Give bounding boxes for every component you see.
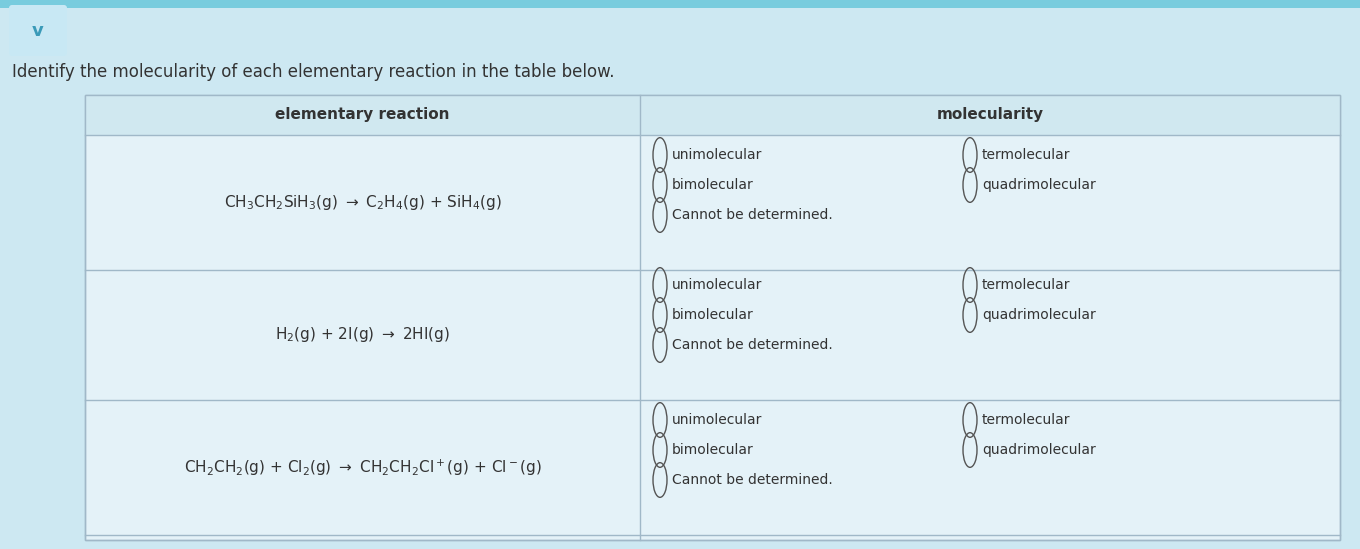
Text: quadrimolecular: quadrimolecular (982, 178, 1096, 192)
Text: quadrimolecular: quadrimolecular (982, 443, 1096, 457)
Text: bimolecular: bimolecular (672, 178, 753, 192)
Text: termolecular: termolecular (982, 413, 1070, 427)
Text: Cannot be determined.: Cannot be determined. (672, 208, 832, 222)
Bar (84, 95, 1340, 135)
Text: termolecular: termolecular (982, 148, 1070, 162)
Text: molecularity: molecularity (937, 108, 1043, 122)
Text: unimolecular: unimolecular (672, 413, 763, 427)
Text: Cannot be determined.: Cannot be determined. (672, 338, 832, 352)
Text: elementary reaction: elementary reaction (275, 108, 450, 122)
Bar (84, 95, 1340, 540)
Bar (84, 95, 1340, 540)
FancyBboxPatch shape (10, 5, 67, 56)
Text: bimolecular: bimolecular (672, 443, 753, 457)
FancyBboxPatch shape (0, 0, 1360, 8)
Text: CH$_2$CH$_2$(g) + Cl$_2$(g) $\rightarrow$ CH$_2$CH$_2$Cl$^+$(g) + Cl$^-$(g): CH$_2$CH$_2$(g) + Cl$_2$(g) $\rightarrow… (184, 457, 541, 478)
Text: v: v (33, 23, 44, 41)
Text: termolecular: termolecular (982, 278, 1070, 292)
Text: unimolecular: unimolecular (672, 148, 763, 162)
Text: H$_2$(g) + 2I(g) $\rightarrow$ 2HI(g): H$_2$(g) + 2I(g) $\rightarrow$ 2HI(g) (275, 326, 450, 345)
Text: Cannot be determined.: Cannot be determined. (672, 473, 832, 487)
Text: unimolecular: unimolecular (672, 278, 763, 292)
Text: quadrimolecular: quadrimolecular (982, 308, 1096, 322)
Text: CH$_3$CH$_2$SiH$_3$(g) $\rightarrow$ C$_2$H$_4$(g) + SiH$_4$(g): CH$_3$CH$_2$SiH$_3$(g) $\rightarrow$ C$_… (223, 193, 502, 212)
Text: Identify the molecularity of each elementary reaction in the table below.: Identify the molecularity of each elemen… (12, 63, 615, 81)
Text: bimolecular: bimolecular (672, 308, 753, 322)
